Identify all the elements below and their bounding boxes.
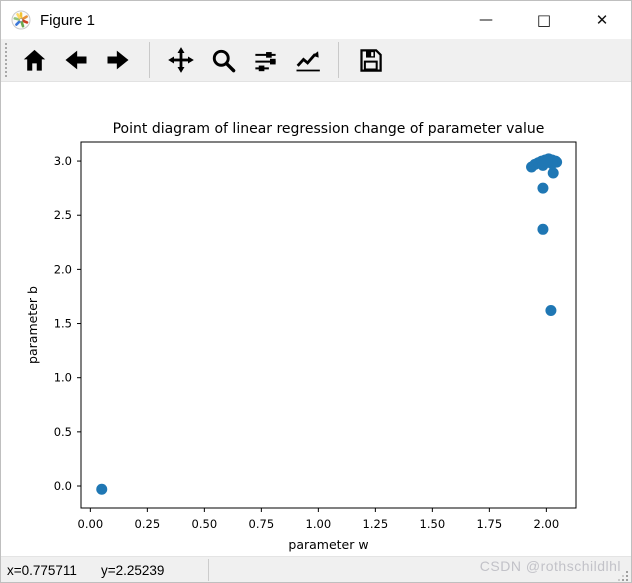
magnifier-icon [212, 49, 235, 72]
x-tick-label: 1.00 [306, 517, 332, 531]
sliders-icon [254, 51, 276, 71]
title-bar[interactable]: Figure 1 — □ ✕ [1, 1, 631, 39]
y-tick-label: 1.0 [54, 371, 72, 385]
toolbar-zoom-button[interactable] [204, 41, 242, 79]
x-tick-label: 0.75 [249, 517, 275, 531]
cursor-coordinates: x=0.775711 y=2.25239 [7, 557, 165, 582]
window-title: Figure 1 [40, 11, 96, 29]
toolbar-grip-handle[interactable] [5, 43, 7, 77]
chart-title: Point diagram of linear regression chang… [113, 121, 545, 137]
close-button[interactable]: ✕ [573, 1, 631, 39]
scatter-point [537, 159, 549, 171]
toolbar-separator [149, 42, 150, 78]
watermark-text: CSDN @rothschildlhl [479, 558, 621, 574]
minimize-button[interactable]: — [457, 1, 515, 39]
x-tick-label: 0.00 [78, 517, 104, 531]
arrow-right-icon [107, 50, 129, 70]
x-tick-label: 1.50 [420, 517, 446, 531]
axes-frame [80, 141, 577, 509]
home-icon [23, 49, 45, 71]
arrow-left-icon [65, 50, 87, 70]
scatter-point [537, 182, 549, 194]
navigation-toolbar [1, 39, 631, 82]
x-tick-label: 2.00 [534, 517, 560, 531]
scatter-point [545, 305, 557, 317]
toolbar-back-button[interactable] [57, 41, 95, 79]
toolbar-home-button[interactable] [15, 41, 53, 79]
matplotlib-logo-icon [11, 10, 31, 30]
x-tick-label: 0.50 [192, 517, 218, 531]
figure-canvas-area[interactable]: Point diagram of linear regression chang… [1, 82, 632, 556]
x-tick-label: 0.25 [135, 517, 161, 531]
maximize-button[interactable]: □ [515, 1, 573, 39]
window-controls: — □ ✕ [457, 1, 631, 39]
cursor-y-readout: y=2.25239 [100, 563, 165, 578]
toolbar-separator [338, 42, 339, 78]
status-bar: x=0.775711 y=2.25239 CSDN @rothschildlhl [1, 556, 631, 582]
y-axis-label: parameter b [25, 286, 40, 364]
x-tick-label: 1.75 [477, 517, 503, 531]
figure-canvas[interactable]: Point diagram of linear regression chang… [1, 82, 632, 556]
x-axis-label: parameter w [288, 537, 368, 552]
y-tick-label: 2.5 [54, 208, 72, 222]
y-tick-label: 3.0 [54, 154, 72, 168]
toolbar-save-button[interactable] [351, 41, 389, 79]
toolbar-configure-subplots-button[interactable] [246, 41, 284, 79]
cursor-x-readout: x=0.775711 [7, 563, 77, 578]
x-tick-label: 1.25 [363, 517, 389, 531]
y-tick-label: 1.5 [54, 317, 72, 331]
statusbar-separator [208, 559, 209, 581]
floppy-disk-icon [359, 48, 382, 72]
move-arrows-icon [168, 47, 194, 73]
toolbar-pan-button[interactable] [162, 41, 200, 79]
y-tick-label: 0.5 [54, 425, 72, 439]
toolbar-forward-button[interactable] [99, 41, 137, 79]
scatter-point [547, 167, 559, 179]
scatter-point [537, 223, 549, 235]
scatter-point [96, 483, 108, 495]
y-tick-label: 2.0 [54, 262, 72, 276]
chart-line-icon [296, 51, 320, 72]
y-tick-label: 0.0 [54, 479, 72, 493]
resize-grip[interactable] [617, 570, 629, 582]
toolbar-edit-axes-button[interactable] [288, 41, 326, 79]
